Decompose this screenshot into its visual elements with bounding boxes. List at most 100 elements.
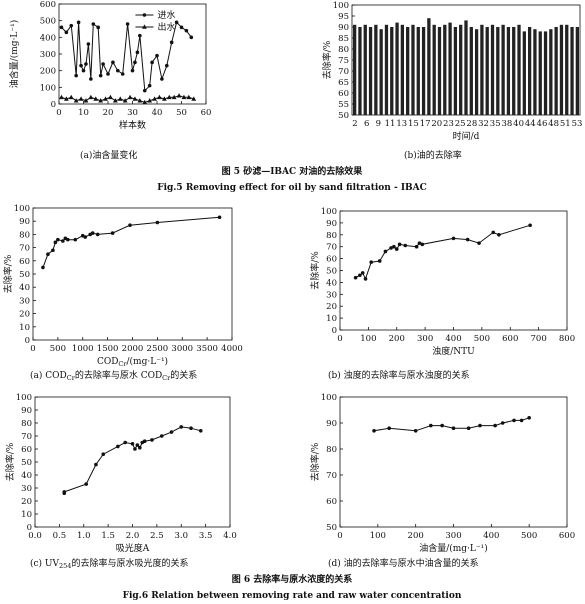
x-tick-label-f-1: 100 [370, 531, 386, 541]
y-tick-label-b-2: 60 [338, 89, 349, 99]
data-point-a-0-23 [142, 88, 147, 93]
data-point-a-0-28 [165, 63, 169, 68]
data-point-d-0-11 [403, 243, 408, 248]
x-tick-label-d-1: 100 [360, 334, 376, 344]
x-tick-label-b-19: 53 [572, 119, 583, 129]
data-point-e-0-13 [150, 438, 154, 442]
data-point-a-1-2 [68, 94, 74, 100]
data-point-a-0-16 [116, 68, 120, 73]
data-point-a-0-10 [91, 22, 96, 26]
x-tick-label-b-0: 2 [352, 119, 357, 129]
data-point-f-0-4 [440, 423, 444, 428]
data-point-a-0-8 [86, 42, 91, 46]
x-tick-label-e-6: 3.0 [174, 531, 188, 541]
bar-20 [459, 24, 463, 115]
x-tick-label-b-8: 23 [443, 119, 454, 129]
bar-38 [554, 27, 558, 115]
y-tick-label-b-8: 90 [338, 23, 349, 33]
data-point-d-0-15 [451, 236, 456, 241]
data-point-a-1-20 [157, 94, 162, 100]
legend-label-0: 进水 [157, 9, 175, 21]
data-point-a-0-5 [79, 63, 83, 68]
data-point-f-0-11 [519, 418, 524, 423]
y-tick-label-e-9: 90 [21, 406, 32, 416]
y-tick-label-c-7: 70 [19, 244, 30, 254]
data-point-a-1-7 [93, 96, 99, 101]
data-point-a-1-8 [98, 98, 104, 103]
bar-13 [421, 27, 426, 115]
x-tick-label-e-2: 1.0 [77, 531, 91, 541]
y-tick-label-c-3: 30 [19, 296, 30, 306]
series-line-a-1 [61, 95, 194, 103]
x-tick-label-b-4: 13 [396, 119, 407, 129]
x-tick-label-c-8: 4000 [221, 344, 243, 354]
y-axis-label-e: 去除率/% [4, 442, 16, 481]
fig5-title-cn: 图 5 砂滤—IBAC 对油的去除效果 [222, 165, 364, 177]
bar-40 [565, 24, 569, 115]
x-tick-label-d-4: 400 [445, 334, 461, 344]
x-tick-label-b-11: 32 [478, 119, 489, 129]
x-tick-label-f-4: 400 [483, 531, 499, 541]
x-axis-label-d: 浊度/NTU [432, 345, 475, 357]
data-point-d-0-9 [394, 247, 399, 251]
x-tick-label-e-8: 4.0 [223, 531, 237, 541]
x-tick-label-f-5: 500 [521, 531, 537, 541]
x-tick-label-e-3: 1.5 [101, 531, 115, 541]
data-point-a-1-24 [176, 93, 182, 98]
data-point-e-0-4 [101, 452, 106, 457]
y-axis-label-f: 去除率/% [309, 442, 321, 481]
y-tick-label-f-5: 100 [321, 393, 337, 403]
x-tick-label-d-0: 0 [337, 334, 342, 344]
data-point-e-0-17 [189, 426, 193, 431]
bar-33 [527, 27, 532, 115]
data-point-d-0-0 [353, 275, 358, 280]
data-point-a-0-11 [96, 25, 100, 30]
data-point-c-0-12 [90, 231, 95, 235]
data-point-a-1-25 [181, 94, 187, 100]
data-point-d-0-4 [369, 260, 374, 264]
y-tick-label-a-6: 600 [40, 0, 56, 10]
caption-b: (b)油的去除率 [404, 149, 462, 161]
x-tick-label-a-2: 20 [103, 108, 114, 118]
y-tick-label-e-5: 50 [21, 458, 32, 468]
data-point-a-1-1 [63, 96, 69, 101]
bar-36 [543, 31, 548, 115]
data-point-d-0-6 [383, 249, 388, 254]
y-tick-label-d-7: 70 [326, 243, 337, 253]
data-point-a-0-6 [81, 68, 86, 73]
data-point-e-0-12 [142, 439, 147, 444]
y-axis-label-d: 去除率/% [309, 251, 321, 290]
data-point-a-0-26 [155, 53, 159, 58]
bar-30 [512, 27, 516, 115]
x-tick-label-a-6: 60 [201, 108, 212, 118]
data-point-e-0-2 [84, 482, 88, 486]
y-tick-label-e-3: 30 [21, 484, 32, 494]
bar-6 [384, 24, 389, 115]
y-tick-label-d-1: 10 [326, 314, 337, 324]
y-tick-label-e-8: 80 [21, 419, 32, 429]
y-tick-label-c-5: 50 [19, 270, 30, 280]
x-axis-label-f: 油含量/(mg·L⁻¹) [419, 542, 488, 554]
y-tick-label-b-4: 70 [338, 67, 349, 77]
x-tick-label-d-7: 700 [531, 334, 547, 344]
y-tick-label-a-1: 100 [40, 83, 56, 93]
data-point-a-1-22 [166, 94, 172, 100]
bar-5 [379, 29, 383, 116]
y-tick-label-c-4: 40 [19, 283, 30, 293]
y-tick-label-a-0: 0 [51, 100, 56, 110]
data-point-c-0-4 [56, 237, 60, 242]
bar-12 [416, 27, 420, 115]
x-tick-label-b-18: 51 [560, 119, 571, 129]
plot-frame-f [339, 396, 568, 528]
data-point-e-0-1 [62, 490, 67, 494]
y-tick-label-e-0: 0 [27, 523, 32, 533]
data-point-f-0-3 [429, 423, 433, 428]
data-point-f-0-5 [451, 426, 456, 431]
y-tick-label-a-3: 300 [40, 50, 56, 60]
bar-32 [522, 31, 526, 115]
y-tick-label-c-1: 10 [19, 323, 30, 333]
bar-39 [559, 24, 564, 115]
y-axis-label-b: 去除率/% [321, 40, 333, 79]
